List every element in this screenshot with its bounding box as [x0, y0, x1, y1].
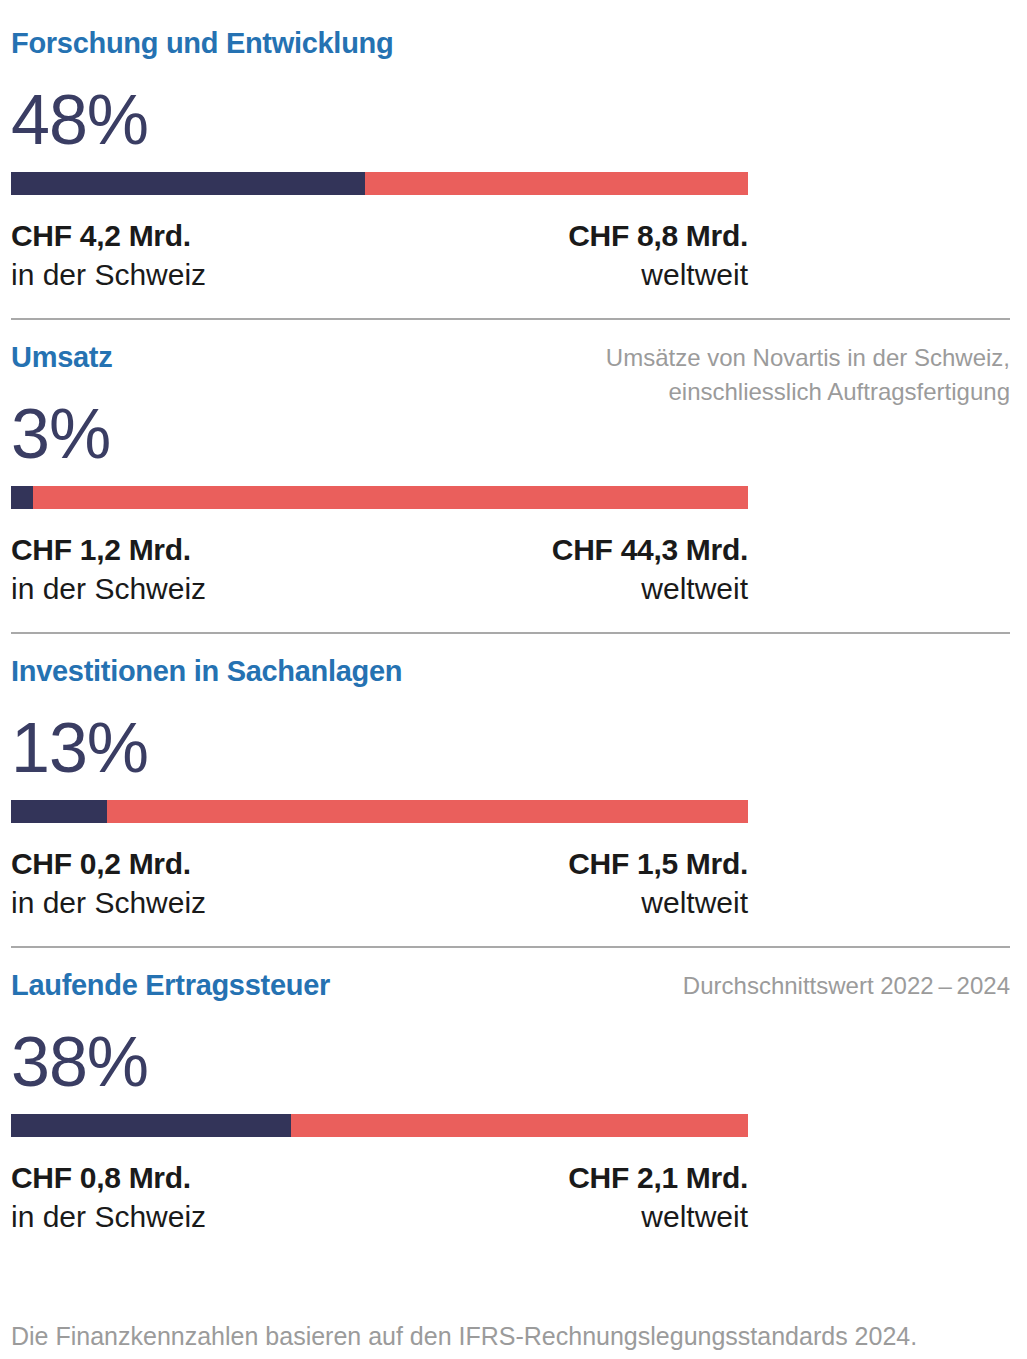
bar-segment-worldwide: [107, 800, 748, 823]
metric-section-laufende-ertragssteuer: Laufende Ertragssteuer Durchschnittswert…: [11, 946, 1010, 1260]
label-block-switzerland: CHF 1,2 Mrd. in der Schweiz: [11, 530, 206, 608]
section-header: Laufende Ertragssteuer Durchschnittswert…: [11, 968, 1010, 1002]
bar-labels: CHF 1,2 Mrd. in der Schweiz CHF 44,3 Mrd…: [11, 530, 748, 608]
bar-labels: CHF 0,2 Mrd. in der Schweiz CHF 1,5 Mrd.…: [11, 844, 748, 922]
label-block-worldwide: CHF 8,8 Mrd. weltweit: [568, 216, 748, 294]
value-worldwide: CHF 44,3 Mrd.: [552, 530, 748, 569]
caption-switzerland: in der Schweiz: [11, 255, 206, 294]
value-switzerland: CHF 0,2 Mrd.: [11, 844, 206, 883]
label-block-switzerland: CHF 0,8 Mrd. in der Schweiz: [11, 1158, 206, 1236]
infographic: Forschung und Entwicklung 48% CHF 4,2 Mr…: [11, 6, 1010, 1352]
caption-switzerland: in der Schweiz: [11, 1197, 206, 1236]
value-worldwide: CHF 2,1 Mrd.: [568, 1158, 748, 1197]
metric-section-investitionen-in-sachanlagen: Investitionen in Sachanlagen 13% CHF 0,2…: [11, 632, 1010, 946]
swiss-share-percent: 48%: [11, 91, 1010, 149]
swiss-share-percent: 13%: [11, 719, 1010, 777]
label-block-worldwide: CHF 2,1 Mrd. weltweit: [568, 1158, 748, 1236]
share-bar: [11, 800, 748, 823]
section-title: Investitionen in Sachanlagen: [11, 654, 1010, 688]
caption-worldwide: weltweit: [552, 569, 748, 608]
value-worldwide: CHF 1,5 Mrd.: [568, 844, 748, 883]
share-bar: [11, 172, 748, 195]
section-header: Investitionen in Sachanlagen: [11, 654, 1010, 688]
bar-labels: CHF 4,2 Mrd. in der Schweiz CHF 8,8 Mrd.…: [11, 216, 748, 294]
swiss-share-percent: 3%: [11, 405, 1010, 463]
share-bar: [11, 1114, 748, 1137]
value-switzerland: CHF 4,2 Mrd.: [11, 216, 206, 255]
bar-segment-switzerland: [11, 486, 33, 509]
label-block-switzerland: CHF 4,2 Mrd. in der Schweiz: [11, 216, 206, 294]
bar-segment-switzerland: [11, 1114, 291, 1137]
bar-labels: CHF 0,8 Mrd. in der Schweiz CHF 2,1 Mrd.…: [11, 1158, 748, 1236]
section-title: Forschung und Entwicklung: [11, 26, 1010, 60]
swiss-share-percent: 38%: [11, 1033, 1010, 1091]
value-worldwide: CHF 8,8 Mrd.: [568, 216, 748, 255]
value-switzerland: CHF 0,8 Mrd.: [11, 1158, 206, 1197]
bar-segment-switzerland: [11, 172, 365, 195]
caption-worldwide: weltweit: [568, 1197, 748, 1236]
value-switzerland: CHF 1,2 Mrd.: [11, 530, 206, 569]
share-bar: [11, 486, 748, 509]
bar-segment-worldwide: [291, 1114, 748, 1137]
caption-switzerland: in der Schweiz: [11, 569, 206, 608]
caption-worldwide: weltweit: [568, 883, 748, 922]
bar-segment-switzerland: [11, 800, 107, 823]
caption-worldwide: weltweit: [568, 255, 748, 294]
footnote: Die Finanzkennzahlen basieren auf den IF…: [11, 1320, 1010, 1352]
section-header: Umsatz Umsätze von Novartis in der Schwe…: [11, 340, 1010, 374]
caption-switzerland: in der Schweiz: [11, 883, 206, 922]
metric-section-umsatz: Umsatz Umsätze von Novartis in der Schwe…: [11, 318, 1010, 632]
metric-section-forschung-und-entwicklung: Forschung und Entwicklung 48% CHF 4,2 Mr…: [11, 6, 1010, 318]
bar-segment-worldwide: [365, 172, 748, 195]
label-block-worldwide: CHF 1,5 Mrd. weltweit: [568, 844, 748, 922]
bar-segment-worldwide: [33, 486, 748, 509]
label-block-switzerland: CHF 0,2 Mrd. in der Schweiz: [11, 844, 206, 922]
label-block-worldwide: CHF 44,3 Mrd. weltweit: [552, 530, 748, 608]
section-header: Forschung und Entwicklung: [11, 26, 1010, 60]
section-note: Umsätze von Novartis in der Schweiz, ein…: [606, 341, 1010, 409]
section-note: Durchschnittswert 2022 – 2024: [683, 969, 1010, 1003]
